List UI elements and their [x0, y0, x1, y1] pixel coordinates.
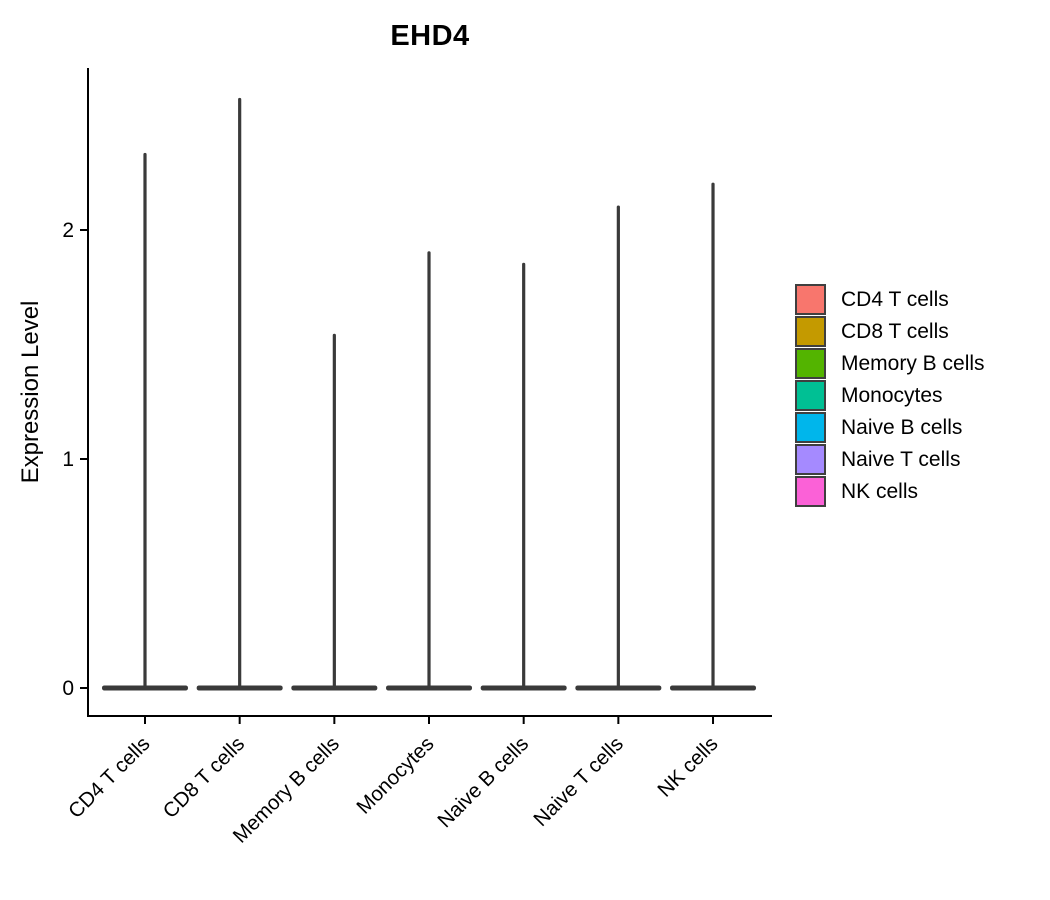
x-tick-label-cd8-t-cells: CD8 T cells — [159, 732, 250, 823]
legend-label-naive-b-cells: Naive B cells — [841, 416, 963, 439]
legend-swatch-nk-cells — [795, 476, 826, 507]
legend-item-nk-cells: NK cells — [795, 476, 985, 507]
violin-base-naive-b-cells — [480, 685, 567, 691]
legend-item-cd4-t-cells: CD4 T cells — [795, 284, 985, 315]
legend-label-cd4-t-cells: CD4 T cells — [841, 288, 949, 311]
legend-swatch-cd4-t-cells — [795, 284, 826, 315]
legend-label-monocytes: Monocytes — [841, 384, 943, 407]
x-tick-label-cd4-t-cells: CD4 T cells — [64, 732, 155, 823]
legend-swatch-naive-t-cells — [795, 444, 826, 475]
legend-swatch-memory-b-cells — [795, 348, 826, 379]
legend-label-memory-b-cells: Memory B cells — [841, 352, 985, 375]
violin-base-nk-cells — [670, 685, 757, 691]
legend-item-memory-b-cells: Memory B cells — [795, 348, 985, 379]
legend-item-cd8-t-cells: CD8 T cells — [795, 316, 985, 347]
violin-base-monocytes — [386, 685, 473, 691]
x-tick-label-monocytes: Monocytes — [352, 732, 438, 818]
legend-item-monocytes: Monocytes — [795, 380, 985, 411]
y-tick-label-0: 0 — [62, 677, 74, 700]
x-tick-label-naive-t-cells: Naive T cells — [529, 732, 628, 831]
x-tick-label-nk-cells: NK cells — [653, 732, 722, 801]
y-tick-label-1: 1 — [62, 448, 74, 471]
legend-label-cd8-t-cells: CD8 T cells — [841, 320, 949, 343]
legend-label-nk-cells: NK cells — [841, 480, 919, 503]
violin-base-memory-b-cells — [291, 685, 378, 691]
legend-item-naive-b-cells: Naive B cells — [795, 412, 985, 443]
legend-item-naive-t-cells: Naive T cells — [795, 444, 985, 475]
y-tick-label-2: 2 — [62, 219, 74, 242]
legend: CD4 T cells CD8 T cells Memory B cells Mono… — [795, 284, 985, 508]
legend-swatch-monocytes — [795, 380, 826, 411]
x-tick-label-naive-b-cells: Naive B cells — [433, 732, 533, 832]
violin-base-cd8-t-cells — [196, 685, 283, 691]
violin-base-cd4-t-cells — [102, 685, 188, 691]
legend-swatch-naive-b-cells — [795, 412, 826, 443]
legend-swatch-cd8-t-cells — [795, 316, 826, 347]
chart-title: EHD4 — [390, 20, 470, 52]
violin-base-naive-t-cells — [575, 685, 662, 691]
legend-label-naive-t-cells: Naive T cells — [841, 448, 961, 471]
